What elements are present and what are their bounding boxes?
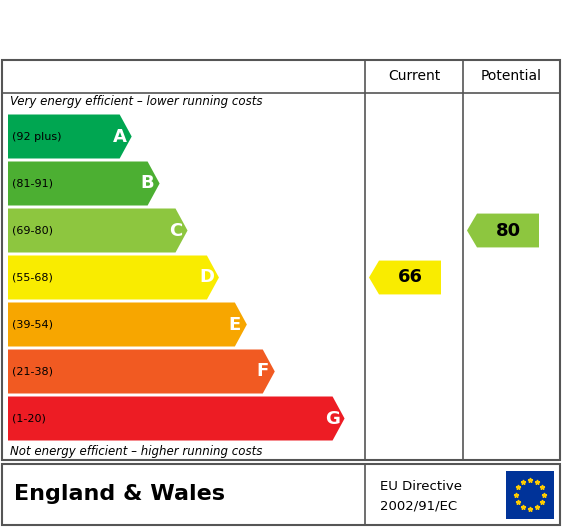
Text: EU Directive: EU Directive bbox=[380, 480, 462, 493]
Polygon shape bbox=[8, 256, 219, 299]
Text: A: A bbox=[113, 128, 126, 145]
Text: (1-20): (1-20) bbox=[12, 414, 46, 424]
Text: England & Wales: England & Wales bbox=[14, 484, 225, 504]
Polygon shape bbox=[8, 396, 345, 441]
Polygon shape bbox=[8, 302, 247, 346]
Text: Energy Efficiency Rating: Energy Efficiency Rating bbox=[14, 17, 359, 41]
Text: (55-68): (55-68) bbox=[12, 272, 53, 282]
Polygon shape bbox=[467, 213, 539, 247]
Text: D: D bbox=[200, 268, 215, 287]
Polygon shape bbox=[8, 209, 188, 252]
Text: (21-38): (21-38) bbox=[12, 366, 53, 376]
Polygon shape bbox=[8, 349, 275, 394]
Text: 2002/91/EC: 2002/91/EC bbox=[380, 500, 457, 513]
Text: Potential: Potential bbox=[481, 69, 542, 83]
Text: (39-54): (39-54) bbox=[12, 319, 53, 329]
Text: Current: Current bbox=[388, 69, 440, 83]
Polygon shape bbox=[8, 114, 132, 159]
Bar bbox=[506, 471, 554, 519]
Text: 80: 80 bbox=[496, 221, 520, 239]
Text: 66: 66 bbox=[397, 268, 423, 287]
Text: E: E bbox=[229, 316, 241, 334]
Text: Very energy efficient – lower running costs: Very energy efficient – lower running co… bbox=[10, 95, 262, 109]
Text: G: G bbox=[325, 409, 340, 427]
Text: F: F bbox=[257, 363, 269, 380]
Polygon shape bbox=[8, 161, 160, 206]
Text: (92 plus): (92 plus) bbox=[12, 132, 61, 142]
Polygon shape bbox=[369, 260, 441, 295]
Text: C: C bbox=[169, 221, 182, 239]
Text: (69-80): (69-80) bbox=[12, 226, 53, 236]
Text: (81-91): (81-91) bbox=[12, 179, 53, 189]
Text: Not energy efficient – higher running costs: Not energy efficient – higher running co… bbox=[10, 444, 262, 457]
Text: B: B bbox=[141, 174, 155, 192]
